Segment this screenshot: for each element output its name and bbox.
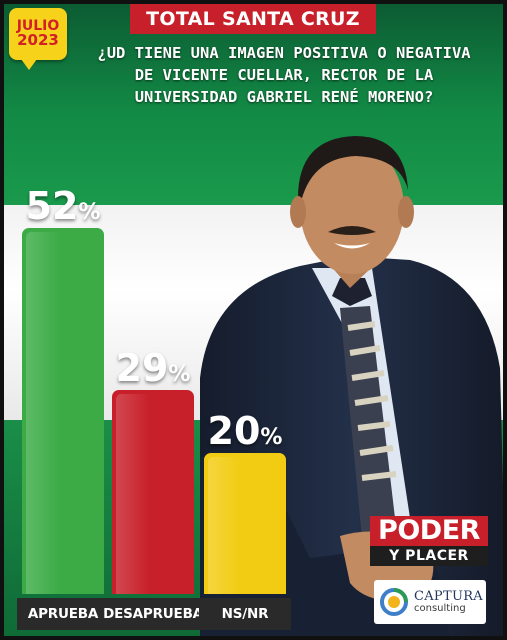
survey-question: ¿UD TIENE UNA IMAGEN POSITIVA O NEGATIVA… <box>97 44 471 106</box>
data-label: 29% <box>103 348 203 395</box>
data-label-value: 52 <box>25 184 79 228</box>
flag-green-band-top <box>0 0 507 205</box>
partner-line-2: consulting <box>414 602 466 614</box>
data-label: 52% <box>13 186 113 233</box>
category-label: DESAPRUEBA <box>103 598 203 630</box>
date-year: 2023 <box>17 31 59 50</box>
data-label: 20% <box>195 411 295 458</box>
date-month: JULIO <box>16 17 60 34</box>
data-label-value: 20 <box>207 409 261 453</box>
data-label-unit: % <box>78 200 101 225</box>
bar-desaprueba <box>112 390 194 594</box>
partner-line-1: CAPTURA <box>414 588 483 604</box>
poder-y-placer-logo: PODER Y PLACER <box>370 516 488 568</box>
category-label: NS/NR <box>199 598 291 630</box>
captura-consulting-logo: CAPTURA consulting <box>374 580 486 624</box>
captura-mark-icon <box>380 588 408 616</box>
bar-ns-nr <box>204 453 286 594</box>
data-label-unit: % <box>168 362 191 387</box>
category-label: APRUEBA <box>17 598 109 630</box>
date-badge: JULIO 2023 <box>9 8 67 70</box>
data-label-value: 29 <box>115 346 169 390</box>
data-label-unit: % <box>260 425 283 450</box>
bar-aprueba <box>22 228 104 594</box>
logo-line-2: Y PLACER <box>370 546 488 566</box>
logo-line-1: PODER <box>370 516 488 546</box>
region-banner: TOTAL SANTA CRUZ <box>130 4 376 34</box>
